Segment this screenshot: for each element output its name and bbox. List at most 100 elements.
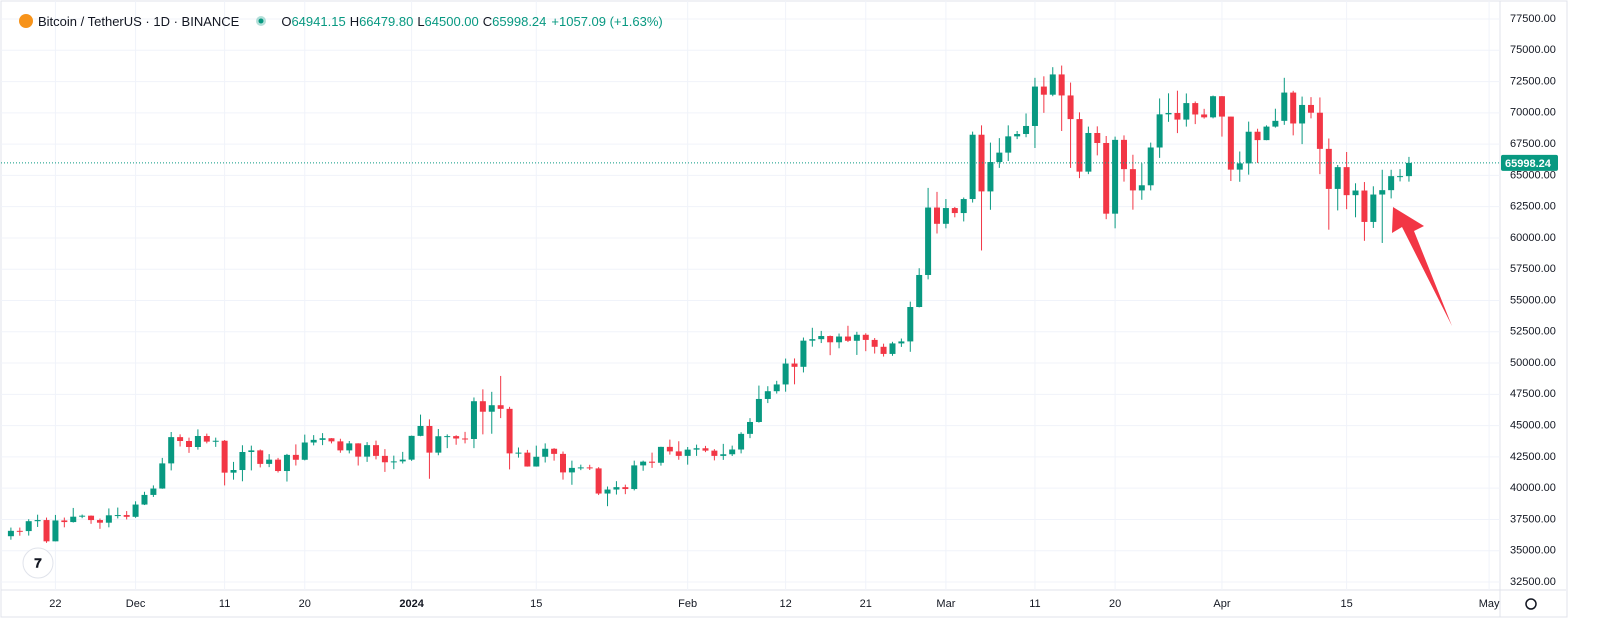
candle-body — [488, 405, 495, 412]
y-tick-label: 40000.00 — [1510, 482, 1556, 494]
ohlc: O64941.15 H66479.80 L64500.00 C65998.24 — [277, 14, 546, 29]
candle-body — [809, 339, 816, 341]
candle-body — [1192, 103, 1199, 115]
candle-body — [435, 436, 442, 453]
candle-body — [907, 307, 914, 342]
candle-body — [1263, 126, 1270, 141]
tv-logo-mark: 𝟕 — [34, 555, 42, 570]
ohlc-value: 65998.24 — [492, 13, 547, 29]
candle-body — [533, 456, 540, 467]
candle-body — [105, 515, 112, 523]
candle-body — [1352, 190, 1359, 196]
candle-body — [16, 530, 23, 532]
candle-body — [132, 504, 139, 517]
y-tick-label: 37500.00 — [1510, 513, 1556, 525]
candle-body — [889, 343, 896, 354]
candle-body — [1379, 190, 1386, 195]
candle-body — [43, 520, 50, 542]
candle-body — [114, 515, 121, 517]
x-tick-label: Apr — [1213, 598, 1230, 610]
candle-body — [444, 436, 451, 438]
frame — [0, 0, 1568, 618]
x-tick-label: 11 — [1029, 598, 1040, 610]
candle-body — [52, 520, 59, 542]
candle-body — [542, 448, 549, 457]
ohlc-key: H — [349, 13, 360, 29]
candle-body — [301, 442, 308, 460]
candle-body — [399, 459, 406, 462]
candle-body — [1201, 114, 1208, 118]
ohlc-value: 66479.80 — [359, 13, 414, 29]
candle-body — [1227, 116, 1234, 170]
candle-body — [747, 421, 753, 434]
y-tick-label: 65000.00 — [1510, 169, 1556, 181]
candle-body — [426, 425, 433, 453]
candle-body — [684, 449, 691, 456]
candle-body — [942, 208, 949, 224]
candle-body — [123, 515, 130, 517]
candle-body — [711, 450, 718, 456]
candle-body — [1085, 132, 1092, 172]
last-price-box — [1501, 154, 1558, 171]
y-tick-label: 50000.00 — [1510, 357, 1556, 369]
candle-body — [764, 391, 771, 399]
candle-body — [675, 451, 682, 456]
candle-body — [987, 162, 994, 192]
x-tick-label: 15 — [1340, 598, 1352, 610]
candle-body — [34, 520, 41, 522]
candle-body — [159, 463, 166, 489]
candle-body — [462, 438, 469, 440]
x-tick-label: Mar — [936, 598, 955, 610]
ohlc-key: O — [281, 13, 292, 29]
settings-icon[interactable] — [1525, 598, 1537, 610]
x-tick-label: 22 — [49, 598, 61, 610]
candle-body — [898, 341, 905, 344]
candle-body — [1058, 74, 1065, 96]
candle-body — [622, 487, 629, 490]
candle-body — [230, 470, 237, 473]
symbol: Bitcoin / TetherUS · 1D · BINANCE — [38, 13, 240, 29]
candle-body — [1121, 139, 1127, 170]
candle-body — [150, 488, 157, 495]
candle-body — [738, 433, 745, 450]
candle-body — [577, 467, 584, 469]
candle-body — [70, 516, 77, 523]
candle-body — [586, 467, 593, 469]
candle-body — [141, 494, 148, 505]
candle-body — [1290, 92, 1297, 124]
y-tick-label: 55000.00 — [1510, 294, 1556, 306]
candle-body — [292, 454, 299, 460]
candle-body — [1174, 112, 1181, 120]
candle-body — [800, 340, 807, 367]
candle-body — [346, 443, 353, 451]
candle-body — [381, 455, 388, 463]
tv-logo[interactable] — [22, 547, 54, 579]
candle-body — [1129, 169, 1136, 191]
y-tick-label: 45000.00 — [1510, 420, 1556, 432]
candle-body — [640, 461, 647, 466]
candle-body — [355, 443, 362, 457]
y-tick-label: 60000.00 — [1510, 232, 1556, 244]
candle-body — [657, 446, 664, 463]
y-tick-label: 77500.00 — [1510, 13, 1556, 25]
candle-body — [390, 461, 397, 463]
candle-body — [337, 441, 344, 451]
candle-body — [844, 336, 851, 341]
candle-body — [1388, 176, 1395, 191]
candle-body — [275, 459, 282, 472]
last-price-label: 65998.24 — [1505, 158, 1552, 170]
candle-body — [1334, 167, 1341, 189]
candle-body — [1236, 163, 1243, 170]
candle-body — [1103, 142, 1110, 214]
candle-body — [1281, 92, 1288, 121]
candle-body — [560, 453, 566, 473]
candle-body — [203, 435, 210, 442]
ohlc-value: 64941.15 — [291, 13, 346, 29]
candle-body — [364, 445, 371, 457]
candle-body — [1138, 185, 1145, 191]
candle-body — [25, 521, 32, 532]
candle-body — [1040, 86, 1047, 95]
candle-body — [951, 208, 958, 214]
candle-body — [1299, 104, 1306, 124]
candle-body — [1094, 132, 1101, 143]
